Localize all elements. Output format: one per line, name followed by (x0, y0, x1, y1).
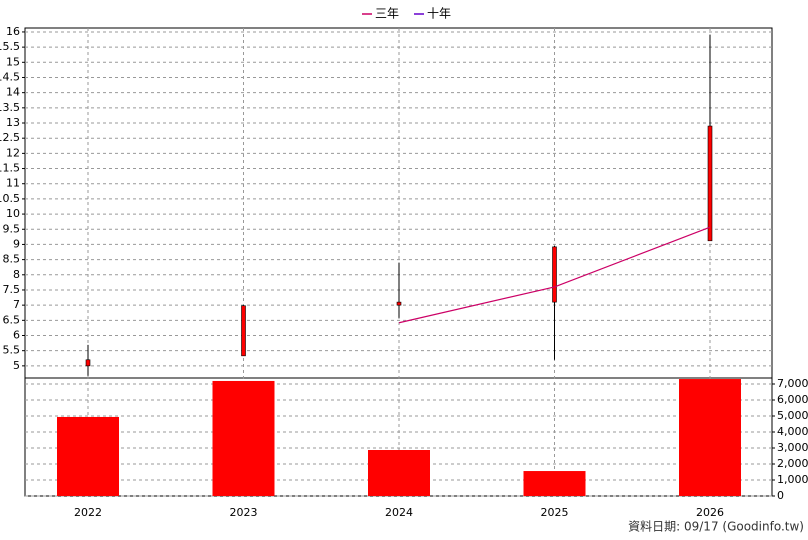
candle-body (707, 125, 713, 242)
candle-body (396, 301, 402, 306)
x-tick-label: 2023 (230, 506, 258, 519)
y-tick-label: 14 (6, 86, 20, 99)
y-tick-label: 13 (6, 116, 20, 129)
x-tick-label: 2022 (74, 506, 102, 519)
y2-tick-label: 0 (777, 489, 784, 502)
volume-bar (57, 416, 119, 496)
y-tick-label: 9.5 (3, 222, 21, 235)
y-tick-label: 15 (6, 55, 20, 68)
y-tick-label: 12.5 (0, 131, 20, 144)
y-tick-label: 15.5 (0, 40, 20, 53)
y-tick-label: 16 (6, 25, 20, 38)
y-tick-label: 10 (6, 207, 20, 220)
y2-tick-label: 5,000 (777, 409, 808, 422)
line-series (398, 226, 711, 324)
y-tick-label: 7 (13, 298, 20, 311)
x-tick-label: 2024 (385, 506, 413, 519)
x-tick-label: 2025 (541, 506, 569, 519)
y-tick-label: 13.5 (0, 101, 20, 114)
y-tick-label: 7.5 (3, 283, 21, 296)
y-tick-label: 8 (13, 268, 20, 281)
footer: 資料日期: 09/17 (Goodinfo.tw) (628, 520, 804, 534)
volume-bar (679, 379, 741, 496)
y-tick-label: 8.5 (3, 253, 21, 266)
volume-bar (212, 380, 275, 496)
y-tick-label: 9 (13, 237, 20, 250)
candle-body (552, 246, 557, 303)
y2-tick-label: 1,000 (777, 473, 808, 486)
candle-body (241, 305, 246, 357)
x-tick-label: 2026 (696, 506, 724, 519)
legend-label: 三年 (375, 7, 399, 21)
y-tick-label: 11 (6, 177, 20, 190)
y2-tick-label: 6,000 (777, 393, 808, 406)
y-tick-label: 12 (6, 146, 20, 159)
y-tick-label: 10.5 (0, 192, 20, 205)
y-tick-label: 14.5 (0, 70, 20, 83)
y-tick-label: 5.5 (3, 344, 21, 357)
volume-bar (523, 471, 586, 496)
volume-bar (368, 450, 430, 496)
y-tick-label: 6 (13, 329, 20, 342)
y-tick-label: 11.5 (0, 162, 20, 175)
y2-tick-label: 7,000 (777, 377, 808, 390)
candle-body (85, 359, 91, 367)
legend-label: 十年 (427, 7, 451, 21)
y2-tick-label: 3,000 (777, 441, 808, 454)
y2-tick-label: 2,000 (777, 457, 808, 470)
y-tick-label: 6.5 (3, 313, 21, 326)
y2-tick-label: 4,000 (777, 425, 808, 438)
y-tick-label: 5 (13, 359, 20, 372)
